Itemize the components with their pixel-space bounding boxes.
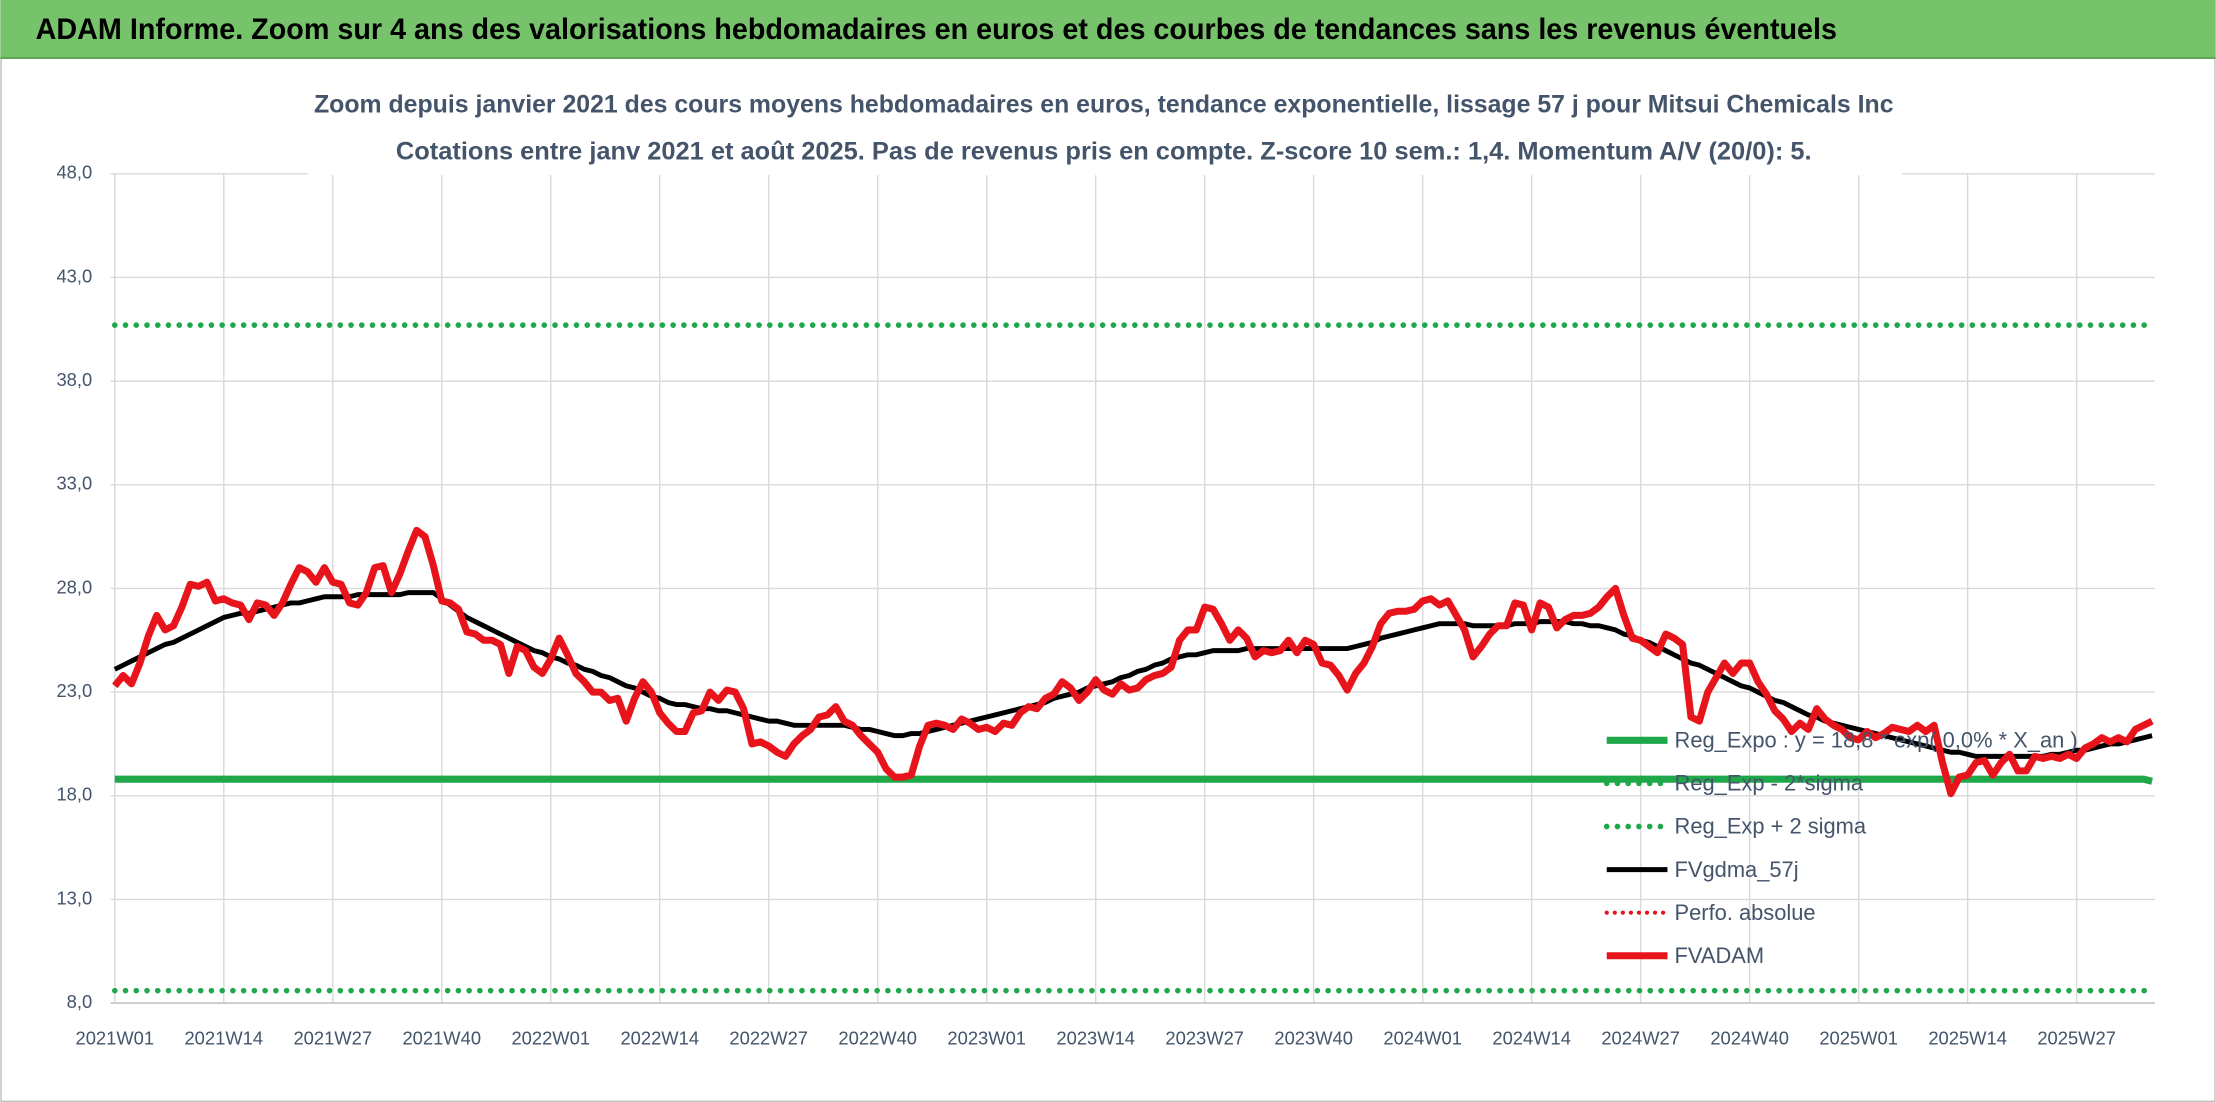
x-tick-label: 2024W01 xyxy=(1383,1028,1462,1049)
legend-label: Reg_Exp + 2 sigma xyxy=(1675,814,1867,839)
x-tick-label: 2021W27 xyxy=(293,1028,372,1049)
x-tick-label: 2022W40 xyxy=(838,1028,917,1049)
y-tick-label: 33,0 xyxy=(56,473,92,494)
x-tick-label: 2021W40 xyxy=(402,1028,481,1049)
x-tick-label: 2024W40 xyxy=(1710,1028,1789,1049)
y-tick-label: 18,0 xyxy=(56,784,92,805)
x-tick-label: 2022W27 xyxy=(729,1028,808,1049)
legend-label: Perfo. absolue xyxy=(1675,900,1816,925)
x-tick-label: 2023W27 xyxy=(1165,1028,1244,1049)
x-tick-label: 2021W14 xyxy=(184,1028,263,1049)
x-tick-label: 2024W27 xyxy=(1601,1028,1680,1049)
header-title: ADAM Informe. Zoom sur 4 ans des valoris… xyxy=(36,13,1837,46)
chart-subtitle: Cotations entre janv 2021 et août 2025. … xyxy=(396,137,1812,165)
y-tick-label: 48,0 xyxy=(56,162,92,183)
y-tick-label: 38,0 xyxy=(56,369,92,390)
series-line xyxy=(112,526,2154,798)
legend-label: Reg_Expo : y = 18,8 * exp( 0,0% * X_an ) xyxy=(1675,728,2078,753)
legend-label: FVADAM xyxy=(1675,943,1765,968)
x-tick-label: 2025W01 xyxy=(1819,1028,1898,1049)
y-tick-label: 13,0 xyxy=(56,887,92,908)
chart-title: Zoom depuis janvier 2021 des cours moyen… xyxy=(314,91,1894,119)
x-tick-label: 2025W14 xyxy=(1928,1028,2007,1049)
title-backdrop xyxy=(308,84,1903,176)
legend-label: Reg_Exp - 2*sigma xyxy=(1675,771,1864,796)
x-tick-label: 2025W27 xyxy=(2037,1028,2116,1049)
x-tick-label: 2023W14 xyxy=(1056,1028,1135,1049)
header-banner xyxy=(0,0,2216,58)
x-tick-label: 2022W01 xyxy=(511,1028,590,1049)
x-tick-label: 2024W14 xyxy=(1492,1028,1571,1049)
x-tick-label: 2022W14 xyxy=(620,1028,699,1049)
legend-label: FVgdma_57j xyxy=(1675,857,1799,882)
x-tick-label: 2023W40 xyxy=(1274,1028,1353,1049)
y-tick-label: 28,0 xyxy=(56,576,92,597)
x-tick-label: 2023W01 xyxy=(947,1028,1026,1049)
legend: Reg_Expo : y = 18,8 * exp( 0,0% * X_an )… xyxy=(1603,728,2078,968)
y-tick-label: 8,0 xyxy=(67,991,93,1012)
plot-area: 8,0 13,0 18,0 23,0 28,0 33,0 38,0 43,0 48,0 2021W… xyxy=(56,162,2155,1049)
series-line xyxy=(114,775,2153,785)
x-tick-label: 2021W01 xyxy=(75,1028,154,1049)
y-tick-label: 23,0 xyxy=(56,680,92,701)
y-tick-label: 43,0 xyxy=(56,265,92,286)
